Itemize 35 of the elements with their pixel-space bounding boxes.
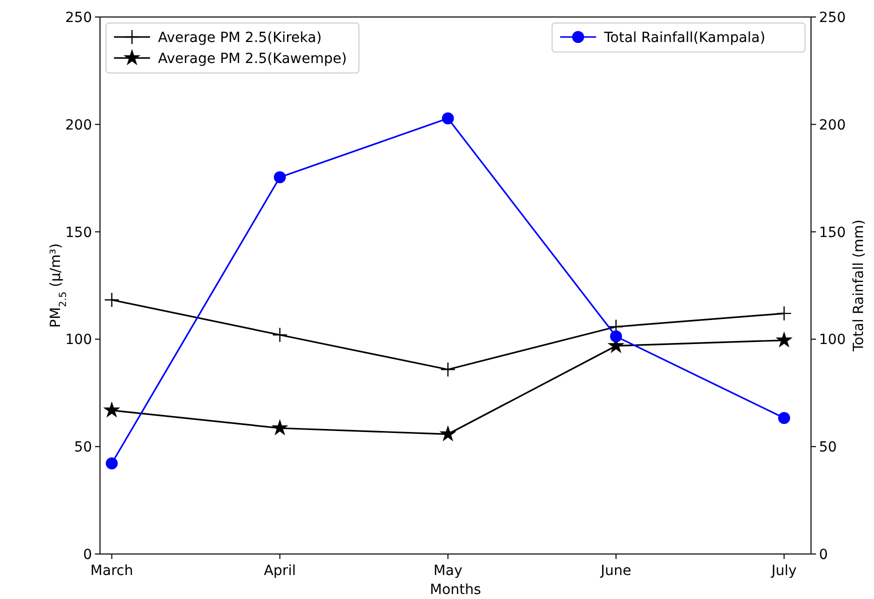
point bbox=[271, 419, 288, 436]
y-tick-label: 200 bbox=[65, 117, 92, 134]
point bbox=[440, 362, 456, 378]
point bbox=[272, 327, 288, 343]
y2-tick-label: 200 bbox=[819, 117, 846, 134]
y-tick-label: 0 bbox=[83, 547, 92, 563]
x-tick-label: July bbox=[770, 563, 797, 579]
y2-tick-label: 150 bbox=[819, 224, 846, 241]
y2-tick-label: 0 bbox=[819, 547, 828, 563]
x-tick-label: June bbox=[600, 563, 632, 579]
point bbox=[776, 306, 792, 322]
legend-label: Average PM 2.5(Kawempe) bbox=[158, 51, 347, 67]
y2-axis-title: Total Rainfall (mm) bbox=[851, 220, 867, 352]
point bbox=[439, 425, 456, 442]
point bbox=[274, 171, 286, 184]
legend-label: Total Rainfall(Kampala) bbox=[603, 30, 766, 46]
y-tick-label: 150 bbox=[65, 224, 92, 241]
y-tick-label: 250 bbox=[65, 10, 92, 26]
point bbox=[776, 331, 793, 348]
y2-tick-label: 50 bbox=[819, 440, 837, 456]
point bbox=[442, 112, 454, 124]
y-tick-label: 50 bbox=[74, 440, 92, 456]
x-axis-title: Months bbox=[430, 582, 482, 598]
point bbox=[610, 330, 622, 342]
x-tick-label: April bbox=[264, 563, 296, 579]
y-tick-label: 100 bbox=[65, 332, 92, 348]
x-tick-label: March bbox=[90, 563, 134, 579]
point bbox=[103, 401, 120, 418]
legend-label: Average PM 2.5(Kireka) bbox=[158, 30, 322, 46]
y2-tick-label: 100 bbox=[819, 332, 846, 348]
x-tick-label: May bbox=[433, 563, 462, 579]
point bbox=[104, 292, 120, 308]
y2-tick-label: 250 bbox=[819, 10, 846, 26]
point bbox=[106, 457, 118, 470]
point bbox=[778, 412, 790, 424]
